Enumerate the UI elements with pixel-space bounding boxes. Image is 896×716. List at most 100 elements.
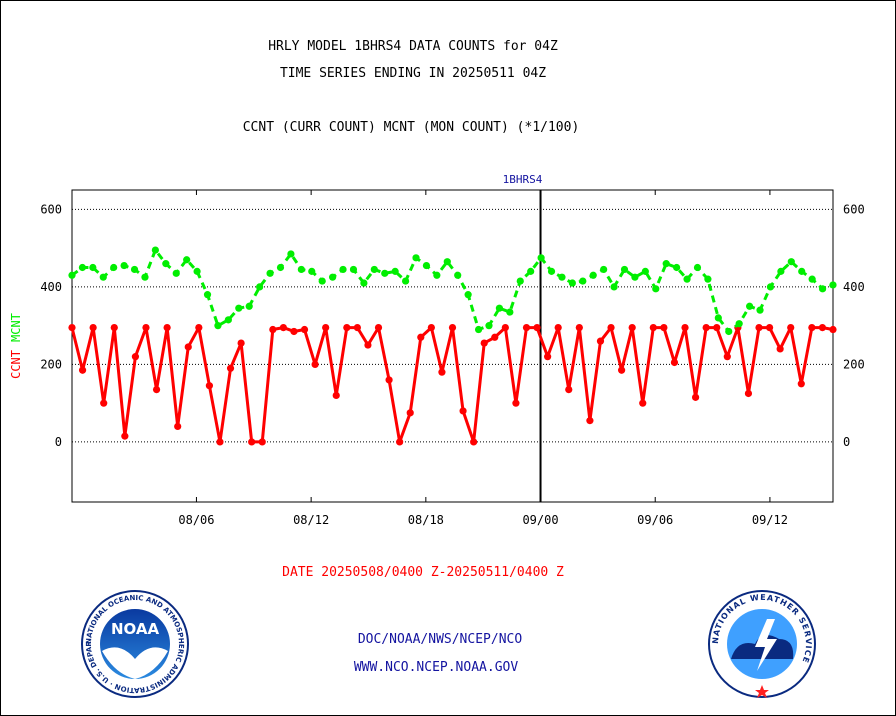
data-point-ccnt — [131, 353, 140, 361]
data-point-ccnt — [797, 380, 805, 388]
data-point-ccnt — [470, 438, 478, 446]
data-point-ccnt — [818, 323, 827, 332]
data-point-mcnt — [381, 269, 389, 277]
noaa-logo-icon: NATIONAL OCEANIC AND ATMOSPHERIC ADMINIS… — [80, 589, 189, 698]
data-point-ccnt — [808, 323, 816, 332]
data-point-ccnt — [501, 323, 509, 332]
data-point-ccnt — [279, 323, 287, 332]
data-point-ccnt — [744, 389, 753, 398]
data-point-mcnt — [673, 263, 681, 272]
data-point-ccnt — [681, 323, 689, 332]
data-point-mcnt — [68, 271, 76, 279]
data-point-ccnt — [787, 323, 795, 332]
x-tick-label: 09/00 — [522, 513, 558, 527]
data-point-ccnt — [565, 386, 573, 394]
data-point-ccnt — [691, 393, 700, 401]
data-point-mcnt — [141, 273, 149, 281]
data-point-ccnt — [575, 323, 583, 332]
data-point-mcnt — [506, 308, 514, 316]
data-point-ccnt — [343, 323, 351, 332]
data-point-ccnt — [639, 399, 647, 407]
data-point-ccnt — [776, 345, 784, 353]
chart-svg: 0 0 200 200 400 400 600 600 08/06 08/12 08/18 09/00… — [9, 173, 865, 527]
data-point-mcnt — [256, 283, 264, 291]
y-tick-label-right: 600 — [843, 202, 865, 216]
site-url: WWW.NCO.NCEP.NOAA.GOV — [353, 660, 519, 675]
data-point-mcnt — [329, 273, 337, 281]
data-point-ccnt — [121, 432, 129, 440]
x-tick-label: 09/06 — [637, 513, 673, 527]
data-point-ccnt — [258, 438, 266, 446]
data-point-mcnt — [693, 263, 702, 272]
data-point-mcnt — [120, 261, 128, 270]
data-point-ccnt — [649, 323, 657, 332]
data-point-mcnt — [662, 260, 670, 268]
y-tick-label-left: 600 — [40, 202, 62, 216]
data-point-ccnt — [765, 323, 774, 332]
y-axis-label: CCNT MCNT — [9, 313, 23, 379]
data-point-ccnt — [385, 376, 393, 384]
data-point-ccnt — [660, 323, 668, 332]
data-point-mcnt — [454, 271, 462, 279]
label-layer: 0 0 200 200 400 400 600 600 08/06 08/12 08/18 09/00… — [9, 173, 865, 527]
data-point-ccnt — [406, 409, 414, 417]
data-point-mcnt — [746, 302, 754, 310]
data-point-ccnt — [427, 323, 435, 332]
data-point-mcnt — [766, 283, 775, 291]
data-point-mcnt — [287, 250, 295, 258]
data-point-ccnt — [544, 353, 552, 361]
data-point-mcnt — [349, 265, 358, 274]
data-point-mcnt — [412, 254, 420, 262]
data-point-mcnt — [297, 265, 305, 274]
chart-title-line2: TIME SERIES ENDING IN 20250511 04Z — [279, 66, 547, 81]
data-point-ccnt — [353, 323, 361, 332]
data-point-mcnt — [798, 267, 806, 275]
data-point-mcnt — [787, 258, 795, 266]
data-point-mcnt — [527, 267, 535, 275]
data-point-mcnt — [683, 275, 691, 283]
x-tick-label: 08/06 — [178, 513, 214, 527]
data-point-mcnt — [203, 291, 212, 299]
data-point-mcnt — [777, 267, 785, 275]
data-point-mcnt — [818, 285, 827, 293]
data-point-mcnt — [130, 265, 139, 274]
data-point-mcnt — [808, 275, 816, 283]
data-point-mcnt — [391, 267, 399, 275]
data-point-mcnt — [704, 275, 712, 283]
data-point-ccnt — [491, 333, 499, 341]
data-point-mcnt — [495, 304, 504, 312]
data-point-ccnt — [322, 323, 330, 332]
data-point-mcnt — [600, 265, 608, 274]
data-point-mcnt — [422, 261, 431, 270]
data-point-mcnt — [516, 277, 524, 285]
data-point-ccnt — [269, 325, 277, 334]
y-tick-label-left: 400 — [40, 280, 62, 294]
data-point-mcnt — [214, 322, 222, 330]
data-point-ccnt — [713, 323, 721, 332]
data-point-mcnt — [558, 273, 566, 281]
chart-title-line1: HRLY MODEL 1BHRS4 DATA COUNTS for 04Z — [268, 39, 558, 54]
y-axis-label-ccnt: CCNT — [9, 350, 23, 379]
data-point-mcnt — [370, 265, 378, 274]
data-point-mcnt — [464, 291, 472, 299]
data-point-mcnt — [537, 254, 545, 262]
data-point-ccnt — [522, 323, 531, 332]
data-point-mcnt — [589, 271, 597, 279]
data-point-ccnt — [248, 438, 256, 446]
data-point-ccnt — [723, 353, 731, 361]
data-point-mcnt — [641, 267, 649, 275]
data-point-mcnt — [568, 279, 576, 287]
date-range: DATE 20250508/0400 Z-20250511/0400 Z — [282, 565, 564, 580]
data-point-ccnt — [237, 339, 245, 347]
data-point-mcnt — [183, 256, 191, 264]
data-point-ccnt — [586, 417, 594, 425]
data-point-ccnt — [628, 323, 636, 332]
data-point-ccnt — [554, 323, 562, 332]
data-point-mcnt — [224, 316, 232, 324]
grid-layer — [72, 208, 833, 443]
data-point-ccnt — [89, 323, 97, 332]
data-point-mcnt — [725, 327, 733, 336]
data-point-mcnt — [474, 325, 483, 334]
data-point-ccnt — [300, 325, 309, 334]
data-point-ccnt — [364, 341, 372, 349]
